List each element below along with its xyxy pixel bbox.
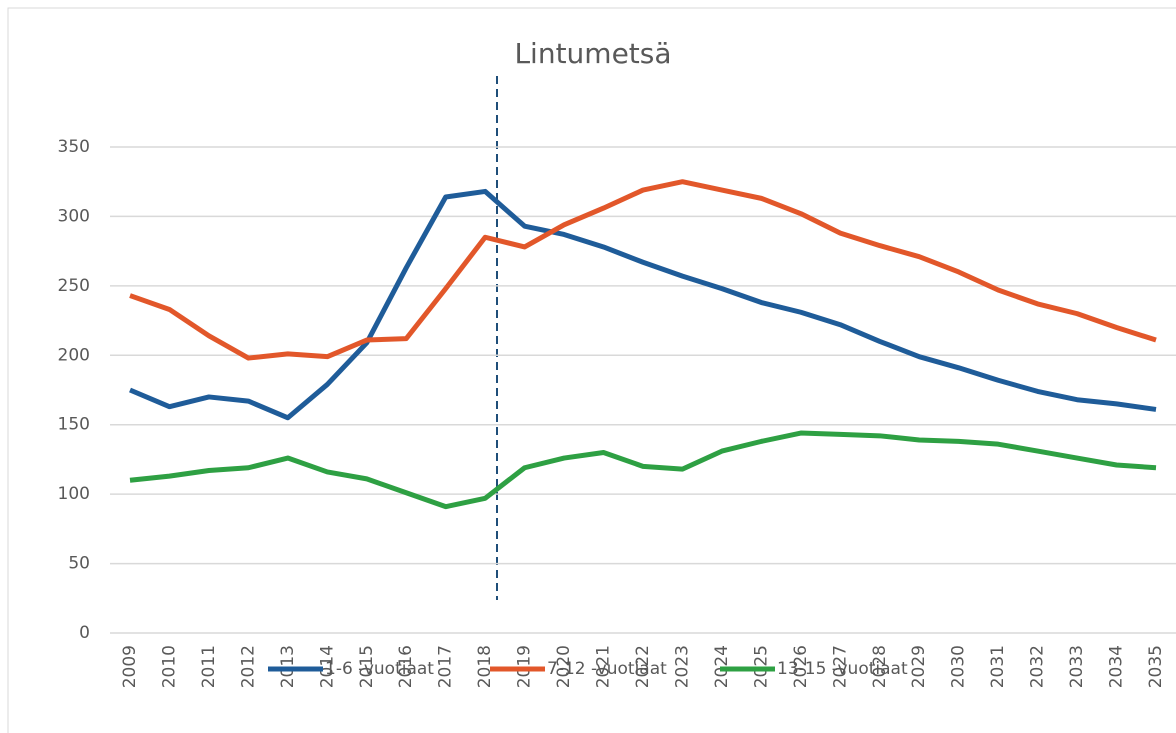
x-tick-label: 2012 — [238, 645, 258, 688]
x-tick-label: 2020 — [554, 645, 574, 688]
x-tick-label: 2023 — [672, 645, 692, 688]
x-tick-label: 2028 — [870, 645, 890, 688]
x-tick-label: 2026 — [791, 645, 811, 688]
x-tick-label: 2022 — [633, 645, 653, 688]
series-line — [129, 430, 1157, 510]
x-tick-label: 2033 — [1067, 645, 1087, 688]
y-tick-label: 0 — [79, 623, 90, 643]
x-tick-label: 2010 — [159, 645, 179, 688]
x-tick-label: 2018 — [475, 645, 495, 688]
y-tick-label: 50 — [68, 554, 90, 574]
legend-label: 13-15 -vuotiaat — [777, 659, 908, 679]
x-tick-label: 2027 — [830, 645, 850, 688]
y-tick-label: 250 — [58, 276, 90, 296]
x-tick-label: 2029 — [909, 645, 929, 688]
x-tick-label: 2015 — [357, 645, 377, 688]
chart-border — [7, 7, 1176, 733]
x-tick-label: 2011 — [199, 645, 219, 688]
x-tick-label: 2016 — [396, 645, 416, 688]
x-tick-label: 2030 — [949, 645, 969, 688]
x-tick-label: 2021 — [594, 645, 614, 688]
y-tick-label: 350 — [58, 137, 90, 157]
series-line — [129, 188, 1157, 421]
x-tick-label: 2035 — [1146, 645, 1166, 688]
y-tick-label: 150 — [58, 415, 90, 435]
legend-label: 1-6 -vuotiaat — [325, 659, 434, 679]
x-tick-label: 2034 — [1107, 645, 1127, 688]
x-tick-label: 2009 — [120, 645, 140, 688]
y-tick-label: 100 — [58, 484, 90, 504]
chart-title: Lintumetsä — [514, 37, 671, 70]
legend-label: 7-12 -vuotiaat — [547, 659, 667, 679]
x-tick-label: 2017 — [436, 645, 456, 688]
x-tick-label: 2014 — [317, 645, 337, 688]
x-tick-label: 2031 — [988, 645, 1008, 688]
x-tick-label: 2032 — [1028, 645, 1048, 688]
y-tick-label: 300 — [58, 206, 90, 226]
series-line — [129, 179, 1157, 361]
y-tick-label: 200 — [58, 345, 90, 365]
